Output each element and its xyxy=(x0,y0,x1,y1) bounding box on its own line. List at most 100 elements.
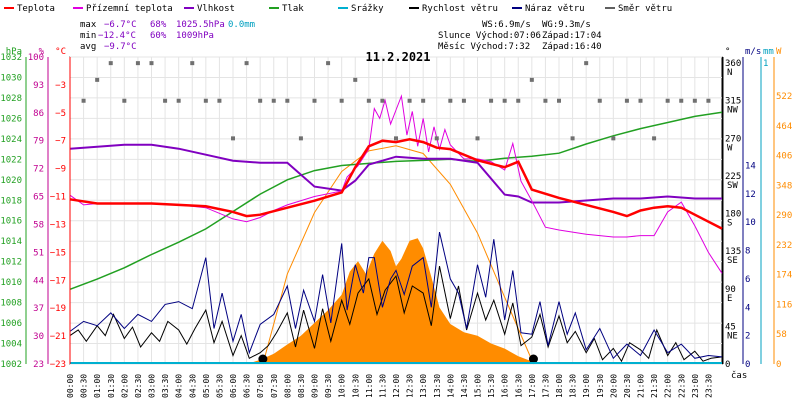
wind-direction-point xyxy=(679,98,684,103)
x-tick-label: 05:00 xyxy=(202,374,211,398)
axis-deg-dir: NE xyxy=(727,331,738,341)
solar-radiation-area xyxy=(246,238,546,364)
stat-min-temp: −12.4°C xyxy=(98,31,136,41)
axis-wm2-tick: 232 xyxy=(776,241,792,251)
wind-direction-point xyxy=(353,77,358,82)
wind-direction-point xyxy=(624,98,629,103)
wind-direction-point xyxy=(706,98,711,103)
x-tick-label: 09:30 xyxy=(324,374,333,398)
moonrise-info: Měsíc Východ:7:32 xyxy=(438,42,530,52)
x-tick-label: 21:30 xyxy=(650,374,659,398)
x-tick-label: 04:30 xyxy=(188,374,197,398)
axis-ms-tick: 14 xyxy=(745,161,756,171)
axis-degc-title: °C xyxy=(55,47,66,57)
axis-degc-tick: −7 xyxy=(55,137,66,147)
wind-direction-point xyxy=(448,98,453,103)
sunset-info: Západ:17:04 xyxy=(542,31,602,41)
axis-mm-title: mm xyxy=(763,47,774,57)
series-layer xyxy=(69,61,723,365)
axis-degc-tick: −17 xyxy=(50,276,66,286)
stat-max-hum: 68% xyxy=(150,20,167,30)
axis-hpa-tick: 1024 xyxy=(0,135,22,145)
series-teplota xyxy=(69,138,723,230)
wind-direction-point xyxy=(312,98,317,103)
wind-gust-info: WG:9.3m/s xyxy=(542,20,591,30)
x-tick-label: 06:30 xyxy=(243,374,252,398)
wind-direction-point xyxy=(190,61,195,66)
axis-hpa-tick: 1016 xyxy=(0,217,22,227)
wind-direction-point xyxy=(326,61,331,66)
x-tick-label: 23:00 xyxy=(691,374,700,398)
axis-mm-tick: 1 xyxy=(763,59,768,69)
axis-deg-tick: 315 xyxy=(725,97,741,107)
sun-event-marker xyxy=(528,354,538,364)
axis-hpa-tick: 1022 xyxy=(0,155,22,165)
axis-ms-tick: 4 xyxy=(745,303,750,313)
stat-max-press: 1025.5hPa xyxy=(176,20,225,30)
x-tick-label: 07:30 xyxy=(270,374,279,398)
x-tick-label: 15:00 xyxy=(474,374,483,398)
wind-direction-point xyxy=(421,98,426,103)
axis-wm2-tick: 116 xyxy=(776,300,792,310)
legend-label: Teplota xyxy=(17,4,55,14)
legend-label: Srážky xyxy=(351,4,384,14)
x-tick-label: 00:30 xyxy=(80,374,89,398)
wind-speed-info: WS:6.9m/s xyxy=(482,20,531,30)
axes: hPa1032103010281026102410221020101810161… xyxy=(0,47,792,398)
series-prizemni-teplota xyxy=(69,94,723,274)
wind-direction-point xyxy=(557,98,561,103)
x-tick-label: 11:30 xyxy=(378,374,387,398)
wind-direction-point xyxy=(380,98,385,103)
x-tick-label: 21:00 xyxy=(637,374,646,398)
wind-direction-point xyxy=(475,136,480,141)
x-tick-label: 03:30 xyxy=(161,374,170,398)
x-tick-label: 22:00 xyxy=(664,374,673,398)
x-tick-label: 01:30 xyxy=(107,374,116,398)
chart-title: 11.2.2021 xyxy=(365,50,430,64)
wind-direction-point xyxy=(652,136,657,141)
axis-hpa-tick: 1030 xyxy=(0,73,22,83)
x-tick-label: 18:00 xyxy=(555,374,564,398)
axis-deg-tick: 0 xyxy=(725,360,730,370)
axis-deg-tick: 360 xyxy=(725,59,741,69)
x-tick-label: 12:00 xyxy=(392,374,401,398)
axis-wm2-tick: 290 xyxy=(776,211,792,221)
axis-pct-tick: 23 xyxy=(33,360,44,370)
series-rychlost-vetru xyxy=(69,265,723,363)
wind-direction-point xyxy=(122,98,127,103)
x-tick-label: 19:00 xyxy=(582,374,591,398)
moonset-info: Západ:16:40 xyxy=(542,42,602,52)
wind-direction-point xyxy=(584,61,589,66)
wind-direction-point xyxy=(366,98,371,103)
x-tick-label: 06:00 xyxy=(229,374,238,398)
axis-ms-tick: 0 xyxy=(745,360,750,370)
axis-pct-tick: 72 xyxy=(33,165,44,175)
axis-pct-tick: 93 xyxy=(33,81,44,91)
wind-direction-point xyxy=(244,61,249,66)
wind-direction-point xyxy=(149,61,154,66)
axis-hpa-tick: 1010 xyxy=(0,278,22,288)
axis-deg-dir: S xyxy=(727,219,732,229)
wind-direction-point xyxy=(665,98,670,103)
axis-deg-tick: 225 xyxy=(725,172,741,182)
axis-deg-dir: W xyxy=(727,143,733,153)
x-tick-label: 02:00 xyxy=(120,374,129,398)
x-tick-label: 18:30 xyxy=(569,374,578,398)
axis-pct-tick: 79 xyxy=(33,137,44,147)
axis-hpa-tick: 1018 xyxy=(0,196,22,206)
wind-direction-point xyxy=(502,98,507,103)
x-tick-label: 23:30 xyxy=(704,374,713,398)
axis-pct-tick: 51 xyxy=(33,248,44,258)
series-tlak xyxy=(69,111,723,291)
axis-deg-tick: 270 xyxy=(725,134,741,144)
wind-direction-point xyxy=(611,136,616,141)
axis-hpa-tick: 1004 xyxy=(0,340,22,350)
axis-ms-title: m/s xyxy=(745,47,761,57)
solar-clear-sky-line xyxy=(262,145,534,365)
axis-deg-dir: E xyxy=(727,294,732,304)
sun-event-marker xyxy=(258,354,268,364)
legend-label: Náraz větru xyxy=(525,4,585,14)
x-tick-label: 08:00 xyxy=(283,374,292,398)
wind-direction-point xyxy=(135,61,140,66)
legend-label: Směr větru xyxy=(618,4,672,14)
